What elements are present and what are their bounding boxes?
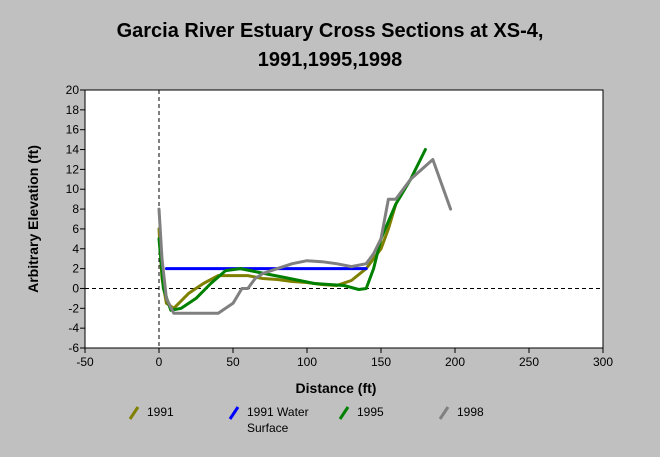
x-axis-ticks: -50 0 50 100 150 200 250 300 (76, 348, 613, 369)
y-tick-label: -2 (68, 301, 79, 315)
series-line-3 (157, 158, 453, 315)
legend-swatch-2 (338, 406, 350, 420)
x-tick-label: 100 (297, 355, 317, 369)
chart-title-line-2: 1991,1995,1998 (258, 49, 403, 71)
x-tick-label: 150 (371, 355, 391, 369)
legend-label-0: 1991 (147, 405, 174, 419)
legend: 1991 1991 Water Surface 1995 1998 (128, 405, 484, 435)
legend-swatch-3 (438, 406, 450, 420)
chart-title-line-1: Garcia River Estuary Cross Sections at X… (117, 20, 544, 42)
legend-label-3: 1998 (457, 405, 484, 419)
y-tick-label: 0 (72, 281, 79, 295)
y-tick-label: 20 (66, 83, 80, 97)
series-line-2 (157, 148, 427, 312)
x-tick-label: 300 (593, 355, 613, 369)
plot-area (84, 89, 604, 349)
y-tick-label: -4 (68, 321, 79, 335)
y-tick-label: 4 (72, 242, 79, 256)
x-tick-label: 200 (445, 355, 465, 369)
x-tick-label: 50 (226, 355, 240, 369)
y-tick-label: 8 (72, 202, 79, 216)
y-tick-label: 18 (66, 103, 80, 117)
x-axis-title: Distance (ft) (296, 380, 377, 396)
y-tick-label: 16 (66, 123, 80, 137)
y-tick-label: -6 (68, 341, 79, 355)
y-tick-label: 14 (66, 143, 80, 157)
y-tick-label: 2 (72, 262, 79, 276)
series-line-0 (157, 202, 398, 310)
series-lines (157, 148, 453, 315)
y-tick-label: 10 (66, 182, 80, 196)
legend-swatch-0 (128, 406, 140, 420)
legend-label-1: 1991 Water (247, 405, 309, 419)
y-tick-label: 12 (66, 162, 80, 176)
x-tick-label: 0 (156, 355, 163, 369)
legend-swatch-1 (228, 406, 240, 420)
x-tick-label: 250 (519, 355, 539, 369)
legend-label-1: Surface (247, 421, 289, 435)
y-axis-ticks: -6 -4 -2 0 2 4 6 8 10 12 14 16 18 20 (66, 83, 85, 355)
x-tick-label: -50 (76, 355, 94, 369)
y-axis-title: Arbitrary Elevation (ft) (25, 145, 41, 293)
y-tick-label: 6 (72, 222, 79, 236)
legend-label-2: 1995 (357, 405, 384, 419)
